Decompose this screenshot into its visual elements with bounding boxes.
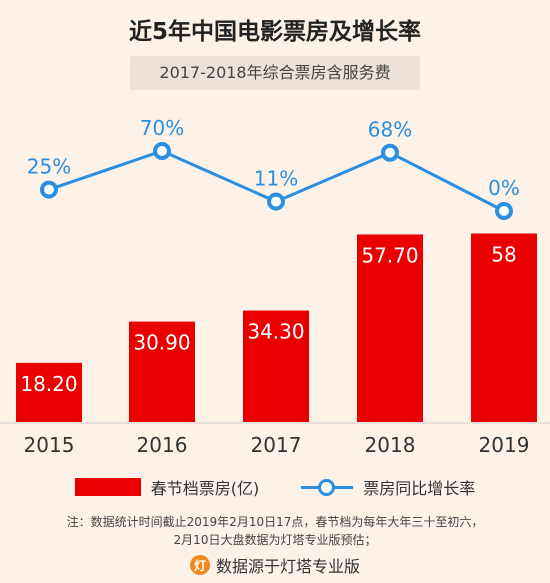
footnote: 注：数据统计时间截止2019年2月10日17点，春节档为每年大年三十至初六， 2…: [0, 513, 550, 549]
bar-label-2015: 18.20: [20, 372, 77, 396]
x-tick-2017: 2017: [251, 433, 302, 457]
bar-label-2018: 57.70: [361, 243, 418, 267]
lighthouse-logo-icon: 灯: [189, 555, 210, 575]
x-tick-2019: 2019: [479, 433, 530, 457]
growth-point-2018: [381, 143, 399, 162]
bar-label-2017: 34.30: [247, 320, 304, 344]
legend-item-growth: 票房同比增长率: [301, 475, 475, 499]
bar-2017: [243, 310, 309, 422]
growth-point-2015: [40, 180, 58, 199]
legend-bar-swatch: [74, 478, 141, 496]
x-tick-2018: 2018: [365, 433, 416, 457]
source-credit: 灯 数据源于灯塔专业版: [0, 553, 550, 577]
bar-2016: [129, 321, 195, 422]
legend: 春节档票房(亿) 票房同比增长率: [0, 472, 550, 502]
x-tick-2016: 2016: [137, 433, 188, 457]
legend-label-box-office: 春节档票房(亿): [150, 479, 260, 498]
growth-label-2018: 68%: [368, 118, 412, 142]
chart-title: 近5年中国电影票房及增长率: [128, 19, 421, 45]
source-text: 数据源于灯塔专业版: [215, 557, 360, 576]
footnote-line-2: 2月10日大盘数据为灯塔专业版预估；: [173, 533, 377, 547]
legend-line-swatch: [301, 478, 354, 496]
growth-point-2017: [267, 192, 285, 211]
bar-2019: [471, 233, 537, 422]
chart-subtitle: 2017-2018年综合票房含服务费: [130, 56, 420, 90]
axis-layer: 2015 2016 2017 2018 2019: [0, 422, 550, 457]
growth-label-2019: 0%: [488, 176, 520, 200]
growth-point-2019: [495, 202, 513, 220]
bars-layer: 18.20 30.90 34.30 57.70 58: [16, 233, 537, 422]
footnote-line-1: 注：数据统计时间截止2019年2月10日17点，春节档为每年大年三十至初六，: [66, 515, 484, 529]
legend-item-box-office: 春节档票房(亿): [74, 475, 260, 499]
bar-2018: [357, 234, 423, 422]
x-tick-2015: 2015: [24, 433, 75, 457]
bar-2015: [16, 362, 82, 422]
growth-label-2017: 11%: [254, 167, 298, 191]
growth-label-2016: 70%: [140, 116, 184, 140]
chart-plot: 18.20 30.90 34.30 57.70 58 25% 70% 11% 68% 0% 20…: [0, 116, 550, 457]
growth-point-2016: [153, 142, 171, 160]
legend-label-growth: 票房同比增长率: [363, 479, 476, 498]
line-layer: 25% 70% 11% 68% 0%: [27, 116, 520, 220]
growth-label-2015: 25%: [27, 155, 71, 179]
bar-label-2019: 58: [491, 243, 516, 267]
bar-label-2016: 30.90: [133, 331, 190, 355]
